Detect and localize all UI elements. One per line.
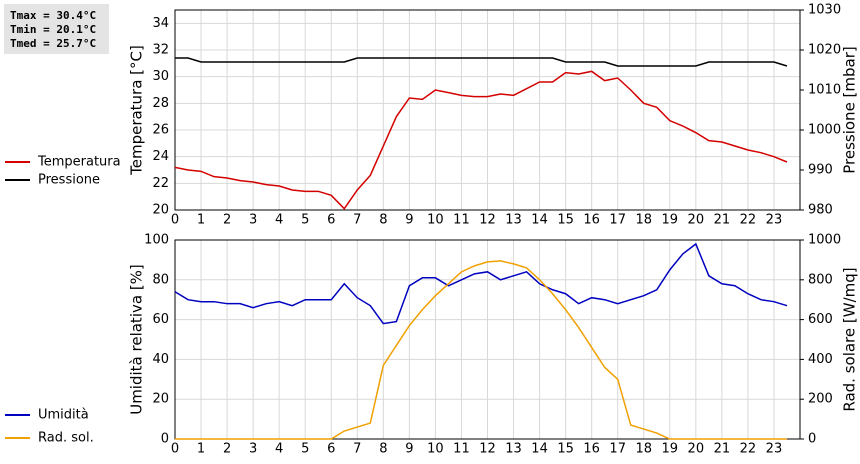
x-tick-label: 22	[740, 213, 757, 228]
series-line	[175, 260, 787, 440]
x-tick-label: 0	[171, 442, 179, 457]
x-tick-label: 21	[714, 213, 731, 228]
y-tick-label: 28	[152, 96, 169, 111]
x-tick-label: 2	[223, 213, 231, 228]
y-tick-label: 24	[152, 149, 169, 164]
x-tick-label: 10	[427, 213, 444, 228]
legend-label: Temperatura	[37, 155, 121, 170]
x-tick-label: 1	[197, 213, 205, 228]
x-tick-label: 1	[197, 442, 205, 457]
x-tick-label: 12	[479, 442, 496, 457]
x-tick-label: 7	[353, 442, 361, 457]
x-tick-label: 12	[479, 213, 496, 228]
y-tick-label: 40	[152, 352, 169, 367]
x-tick-label: 6	[327, 213, 335, 228]
x-tick-label: 17	[609, 442, 626, 457]
x-tick-label: 16	[583, 442, 600, 457]
x-tick-label: 3	[249, 213, 257, 228]
x-tick-label: 11	[453, 442, 470, 457]
x-tick-label: 19	[662, 442, 679, 457]
x-tick-label: 16	[583, 213, 600, 228]
y2-tick-label: 1000	[808, 123, 841, 138]
x-tick-label: 18	[635, 213, 652, 228]
y2-tick-label: 600	[808, 312, 833, 327]
y-tick-label: 20	[152, 203, 169, 218]
x-tick-label: 17	[609, 213, 626, 228]
x-tick-label: 15	[557, 213, 574, 228]
legend-label: Rad. sol.	[38, 431, 94, 446]
plot-frame	[174, 9, 801, 211]
x-tick-label: 14	[531, 442, 548, 457]
x-tick-label: 23	[766, 213, 783, 228]
stat: Tmax = 30.4°C	[10, 9, 96, 22]
x-tick-label: 13	[505, 442, 522, 457]
y-tick-label: 32	[152, 43, 169, 58]
y-tick-label: 22	[152, 176, 169, 191]
x-tick-label: 19	[662, 213, 679, 228]
y2-tick-label: 1010	[808, 83, 841, 98]
series-line	[174, 242, 788, 325]
y-tick-label: 0	[161, 432, 169, 447]
x-tick-label: 0	[171, 213, 179, 228]
y2-tick-label: 1020	[808, 43, 841, 58]
y-axis-label: Umidità relativa [%]	[128, 264, 146, 415]
y-tick-label: 34	[152, 16, 169, 31]
x-tick-label: 21	[714, 442, 731, 457]
x-tick-label: 23	[766, 442, 783, 457]
y-tick-label: 60	[152, 312, 169, 327]
y2-tick-label: 990	[808, 163, 833, 178]
x-tick-label: 9	[405, 213, 413, 228]
x-tick-label: 9	[405, 442, 413, 457]
stat: Tmed = 25.7°C	[10, 37, 96, 50]
y2-tick-label: 0	[808, 432, 816, 447]
x-tick-label: 7	[353, 213, 361, 228]
stat: Tmin = 20.1°C	[10, 23, 96, 36]
y2-tick-label: 400	[808, 352, 833, 367]
x-tick-label: 2	[223, 442, 231, 457]
y-tick-label: 80	[152, 272, 169, 287]
y2-tick-label: 200	[808, 392, 833, 407]
x-tick-label: 20	[688, 213, 705, 228]
series-line	[174, 70, 788, 210]
series-line	[175, 57, 788, 67]
y-tick-label: 26	[152, 123, 169, 138]
y2-tick-label: 980	[808, 203, 833, 218]
plot-frame	[174, 239, 801, 440]
x-tick-label: 5	[301, 213, 309, 228]
y2-tick-label: 800	[808, 272, 833, 287]
x-tick-label: 15	[557, 442, 574, 457]
x-tick-label: 8	[379, 213, 387, 228]
x-tick-label: 14	[531, 213, 548, 228]
x-tick-label: 8	[379, 442, 387, 457]
x-tick-label: 13	[505, 213, 522, 228]
legend-label: Pressione	[38, 173, 100, 188]
y-tick-label: 20	[152, 392, 169, 407]
x-tick-label: 11	[453, 213, 470, 228]
y2-tick-label: 1030	[808, 3, 841, 18]
y2-axis-label: Pressione [mbar]	[841, 46, 859, 174]
y-tick-label: 100	[144, 233, 169, 248]
x-tick-label: 6	[327, 442, 335, 457]
y-axis-label: Temperatura [°C]	[128, 45, 146, 176]
x-tick-label: 22	[740, 442, 757, 457]
x-tick-label: 3	[249, 442, 257, 457]
y2-axis-label: Rad. solare [W/mq]	[841, 267, 859, 411]
stats-box	[4, 4, 109, 54]
x-tick-label: 4	[275, 442, 283, 457]
x-tick-label: 18	[635, 442, 652, 457]
x-tick-label: 20	[688, 442, 705, 457]
x-tick-label: 10	[427, 442, 444, 457]
x-tick-label: 4	[275, 213, 283, 228]
y-tick-label: 30	[152, 69, 169, 84]
x-tick-label: 5	[301, 442, 309, 457]
legend-label: Umidità	[38, 408, 89, 423]
y2-tick-label: 1000	[808, 233, 841, 248]
